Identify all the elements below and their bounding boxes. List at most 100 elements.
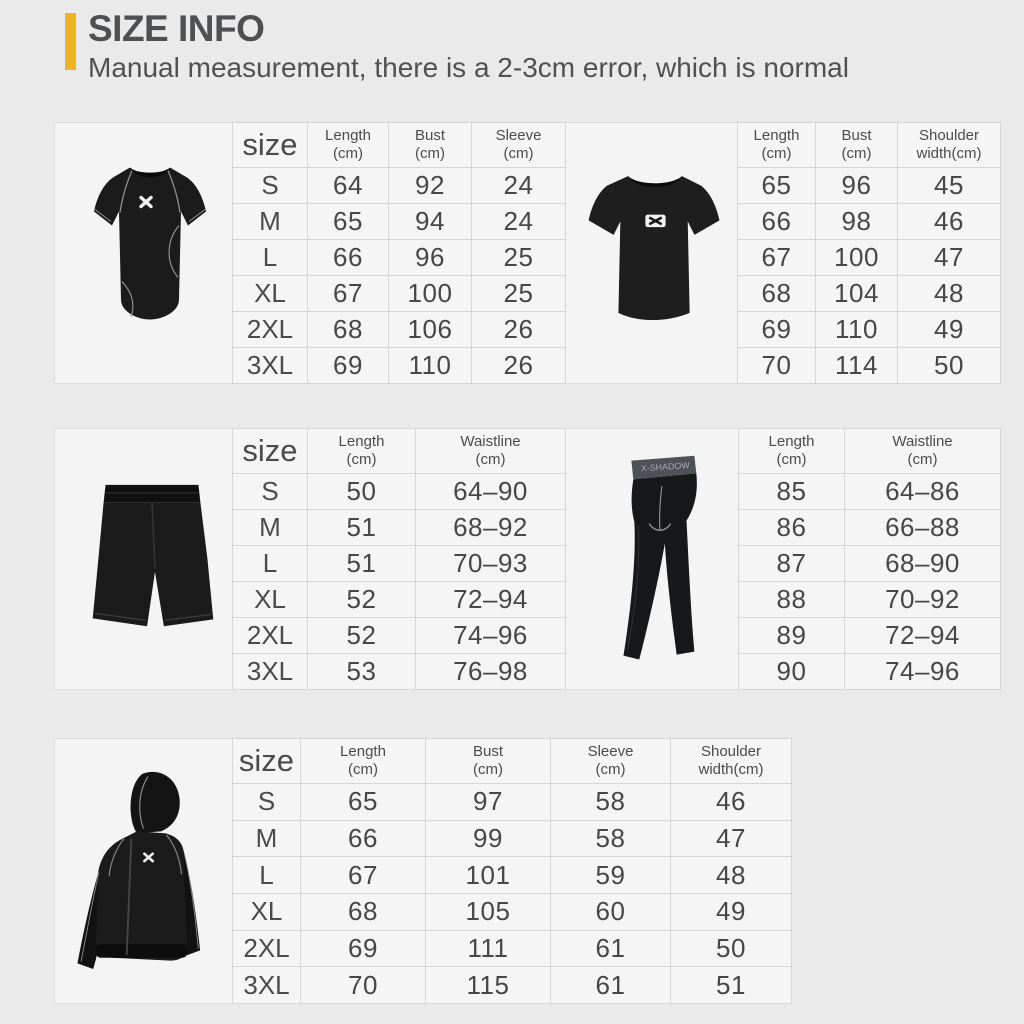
table-row: 68 104 48 bbox=[737, 275, 1001, 312]
value-cell: 97 bbox=[425, 783, 551, 821]
table-row: 65 96 45 bbox=[737, 167, 1001, 204]
header-row: Length (cm) Waistline (cm) bbox=[738, 428, 1001, 474]
size-cell: 3XL bbox=[232, 966, 301, 1004]
column-header: Shoulder width(cm) bbox=[897, 122, 1001, 168]
value-cell: 104 bbox=[815, 275, 898, 312]
column-header: Bust (cm) bbox=[388, 122, 472, 168]
value-cell: 64 bbox=[307, 167, 389, 204]
value-cell: 115 bbox=[425, 966, 551, 1004]
value-cell: 51 bbox=[307, 545, 416, 582]
value-cell: 88 bbox=[738, 581, 845, 618]
accent-bar bbox=[65, 13, 76, 70]
value-cell: 46 bbox=[897, 203, 1001, 240]
value-cell: 74–96 bbox=[844, 653, 1001, 690]
table-row: 87 68–90 bbox=[738, 545, 1001, 582]
hoodie-image bbox=[77, 771, 201, 969]
table-row: 2XL 52 74–96 bbox=[232, 617, 566, 654]
value-cell: 25 bbox=[471, 275, 566, 312]
size-cell: 3XL bbox=[232, 653, 308, 690]
size-cell: S bbox=[232, 167, 308, 204]
value-cell: 50 bbox=[670, 929, 792, 968]
value-cell: 85 bbox=[738, 473, 845, 510]
value-cell: 24 bbox=[471, 167, 566, 204]
value-cell: 76–98 bbox=[415, 653, 566, 690]
column-header: Bust (cm) bbox=[425, 738, 551, 784]
size-table: Length (cm) Bust (cm) Shoulder width(cm) 65 96 4… bbox=[737, 122, 1001, 384]
table-row: M 66 99 58 47 bbox=[232, 819, 792, 858]
value-cell: 52 bbox=[307, 581, 416, 618]
page-title: SIZE INFO bbox=[88, 8, 265, 49]
value-cell: 66 bbox=[300, 819, 426, 858]
size-cell: 2XL bbox=[232, 311, 308, 348]
column-header: Sleeve (cm) bbox=[550, 738, 671, 784]
value-cell: 25 bbox=[471, 239, 566, 276]
value-cell: 68 bbox=[737, 275, 816, 312]
table-row: 2XL 69 111 61 50 bbox=[232, 929, 792, 968]
page-subtitle: Manual measurement, there is a 2-3cm err… bbox=[88, 52, 849, 83]
table-row: S 64 92 24 bbox=[232, 167, 566, 204]
value-cell: 52 bbox=[307, 617, 416, 654]
table-row: XL 52 72–94 bbox=[232, 581, 566, 618]
header-row: size Length (cm) Bust (cm) Sleeve (cm) Shoulder… bbox=[232, 738, 792, 784]
size-cell: XL bbox=[232, 581, 308, 618]
value-cell: 100 bbox=[815, 239, 898, 276]
value-cell: 46 bbox=[670, 783, 792, 821]
header-row: Length (cm) Bust (cm) Shoulder width(cm) bbox=[737, 122, 1001, 168]
value-cell: 114 bbox=[815, 347, 898, 384]
value-cell: 66 bbox=[307, 239, 389, 276]
table-row: S 50 64–90 bbox=[232, 473, 566, 510]
value-cell: 67 bbox=[307, 275, 389, 312]
table-row: 2XL 68 106 26 bbox=[232, 311, 566, 348]
size-cell: L bbox=[232, 856, 301, 894]
size-cell: XL bbox=[232, 275, 308, 312]
value-cell: 98 bbox=[815, 203, 898, 240]
table-row: 69 110 49 bbox=[737, 311, 1001, 348]
value-cell: 99 bbox=[425, 819, 551, 858]
table-row: 3XL 53 76–98 bbox=[232, 653, 566, 690]
value-cell: 65 bbox=[300, 783, 426, 821]
column-header: Length (cm) bbox=[738, 428, 845, 474]
size-table-shorts: size Length (cm) Waistline (cm) S 50 64–90 M 51 68… bbox=[232, 428, 566, 690]
value-cell: 65 bbox=[737, 167, 816, 204]
size-cell: S bbox=[232, 473, 308, 510]
value-cell: 26 bbox=[471, 347, 566, 384]
value-cell: 86 bbox=[738, 509, 845, 546]
shorts-image bbox=[92, 484, 214, 627]
table-row: 88 70–92 bbox=[738, 581, 1001, 618]
size-cell: L bbox=[232, 545, 308, 582]
table-row: L 66 96 25 bbox=[232, 239, 566, 276]
value-cell: 68 bbox=[300, 892, 426, 931]
value-cell: 58 bbox=[550, 783, 671, 821]
value-cell: 72–94 bbox=[844, 617, 1001, 654]
value-cell: 45 bbox=[897, 167, 1001, 204]
column-header: Length (cm) bbox=[307, 428, 416, 474]
value-cell: 50 bbox=[897, 347, 1001, 384]
value-cell: 70–92 bbox=[844, 581, 1001, 618]
value-cell: 70–93 bbox=[415, 545, 566, 582]
column-header: Waistline (cm) bbox=[415, 428, 566, 474]
value-cell: 60 bbox=[550, 892, 671, 931]
value-cell: 69 bbox=[300, 929, 426, 968]
size-cell: 2XL bbox=[232, 617, 308, 654]
table-row: L 67 101 59 48 bbox=[232, 856, 792, 894]
value-cell: 92 bbox=[388, 167, 472, 204]
value-cell: 24 bbox=[471, 203, 566, 240]
size-table-leggings: Length (cm) Waistline (cm) 85 64–86 86 66–88 87 6… bbox=[738, 428, 1001, 690]
column-header: Sleeve (cm) bbox=[471, 122, 566, 168]
table-row: 67 100 47 bbox=[737, 239, 1001, 276]
size-cell: L bbox=[232, 239, 308, 276]
value-cell: 51 bbox=[307, 509, 416, 546]
value-cell: 69 bbox=[737, 311, 816, 348]
column-header: Waistline (cm) bbox=[844, 428, 1001, 474]
size-table-compression-shirt: size Length (cm) Bust (cm) Sleeve (cm) S 64 92 24 M… bbox=[232, 122, 566, 384]
value-cell: 105 bbox=[425, 892, 551, 931]
value-cell: 96 bbox=[388, 239, 472, 276]
header-row: size Length (cm) Bust (cm) Sleeve (cm) bbox=[232, 122, 566, 168]
value-cell: 68–92 bbox=[415, 509, 566, 546]
value-cell: 50 bbox=[307, 473, 416, 510]
value-cell: 47 bbox=[897, 239, 1001, 276]
header-row: size Length (cm) Waistline (cm) bbox=[232, 428, 566, 474]
value-cell: 47 bbox=[670, 819, 792, 858]
value-cell: 70 bbox=[300, 966, 426, 1004]
